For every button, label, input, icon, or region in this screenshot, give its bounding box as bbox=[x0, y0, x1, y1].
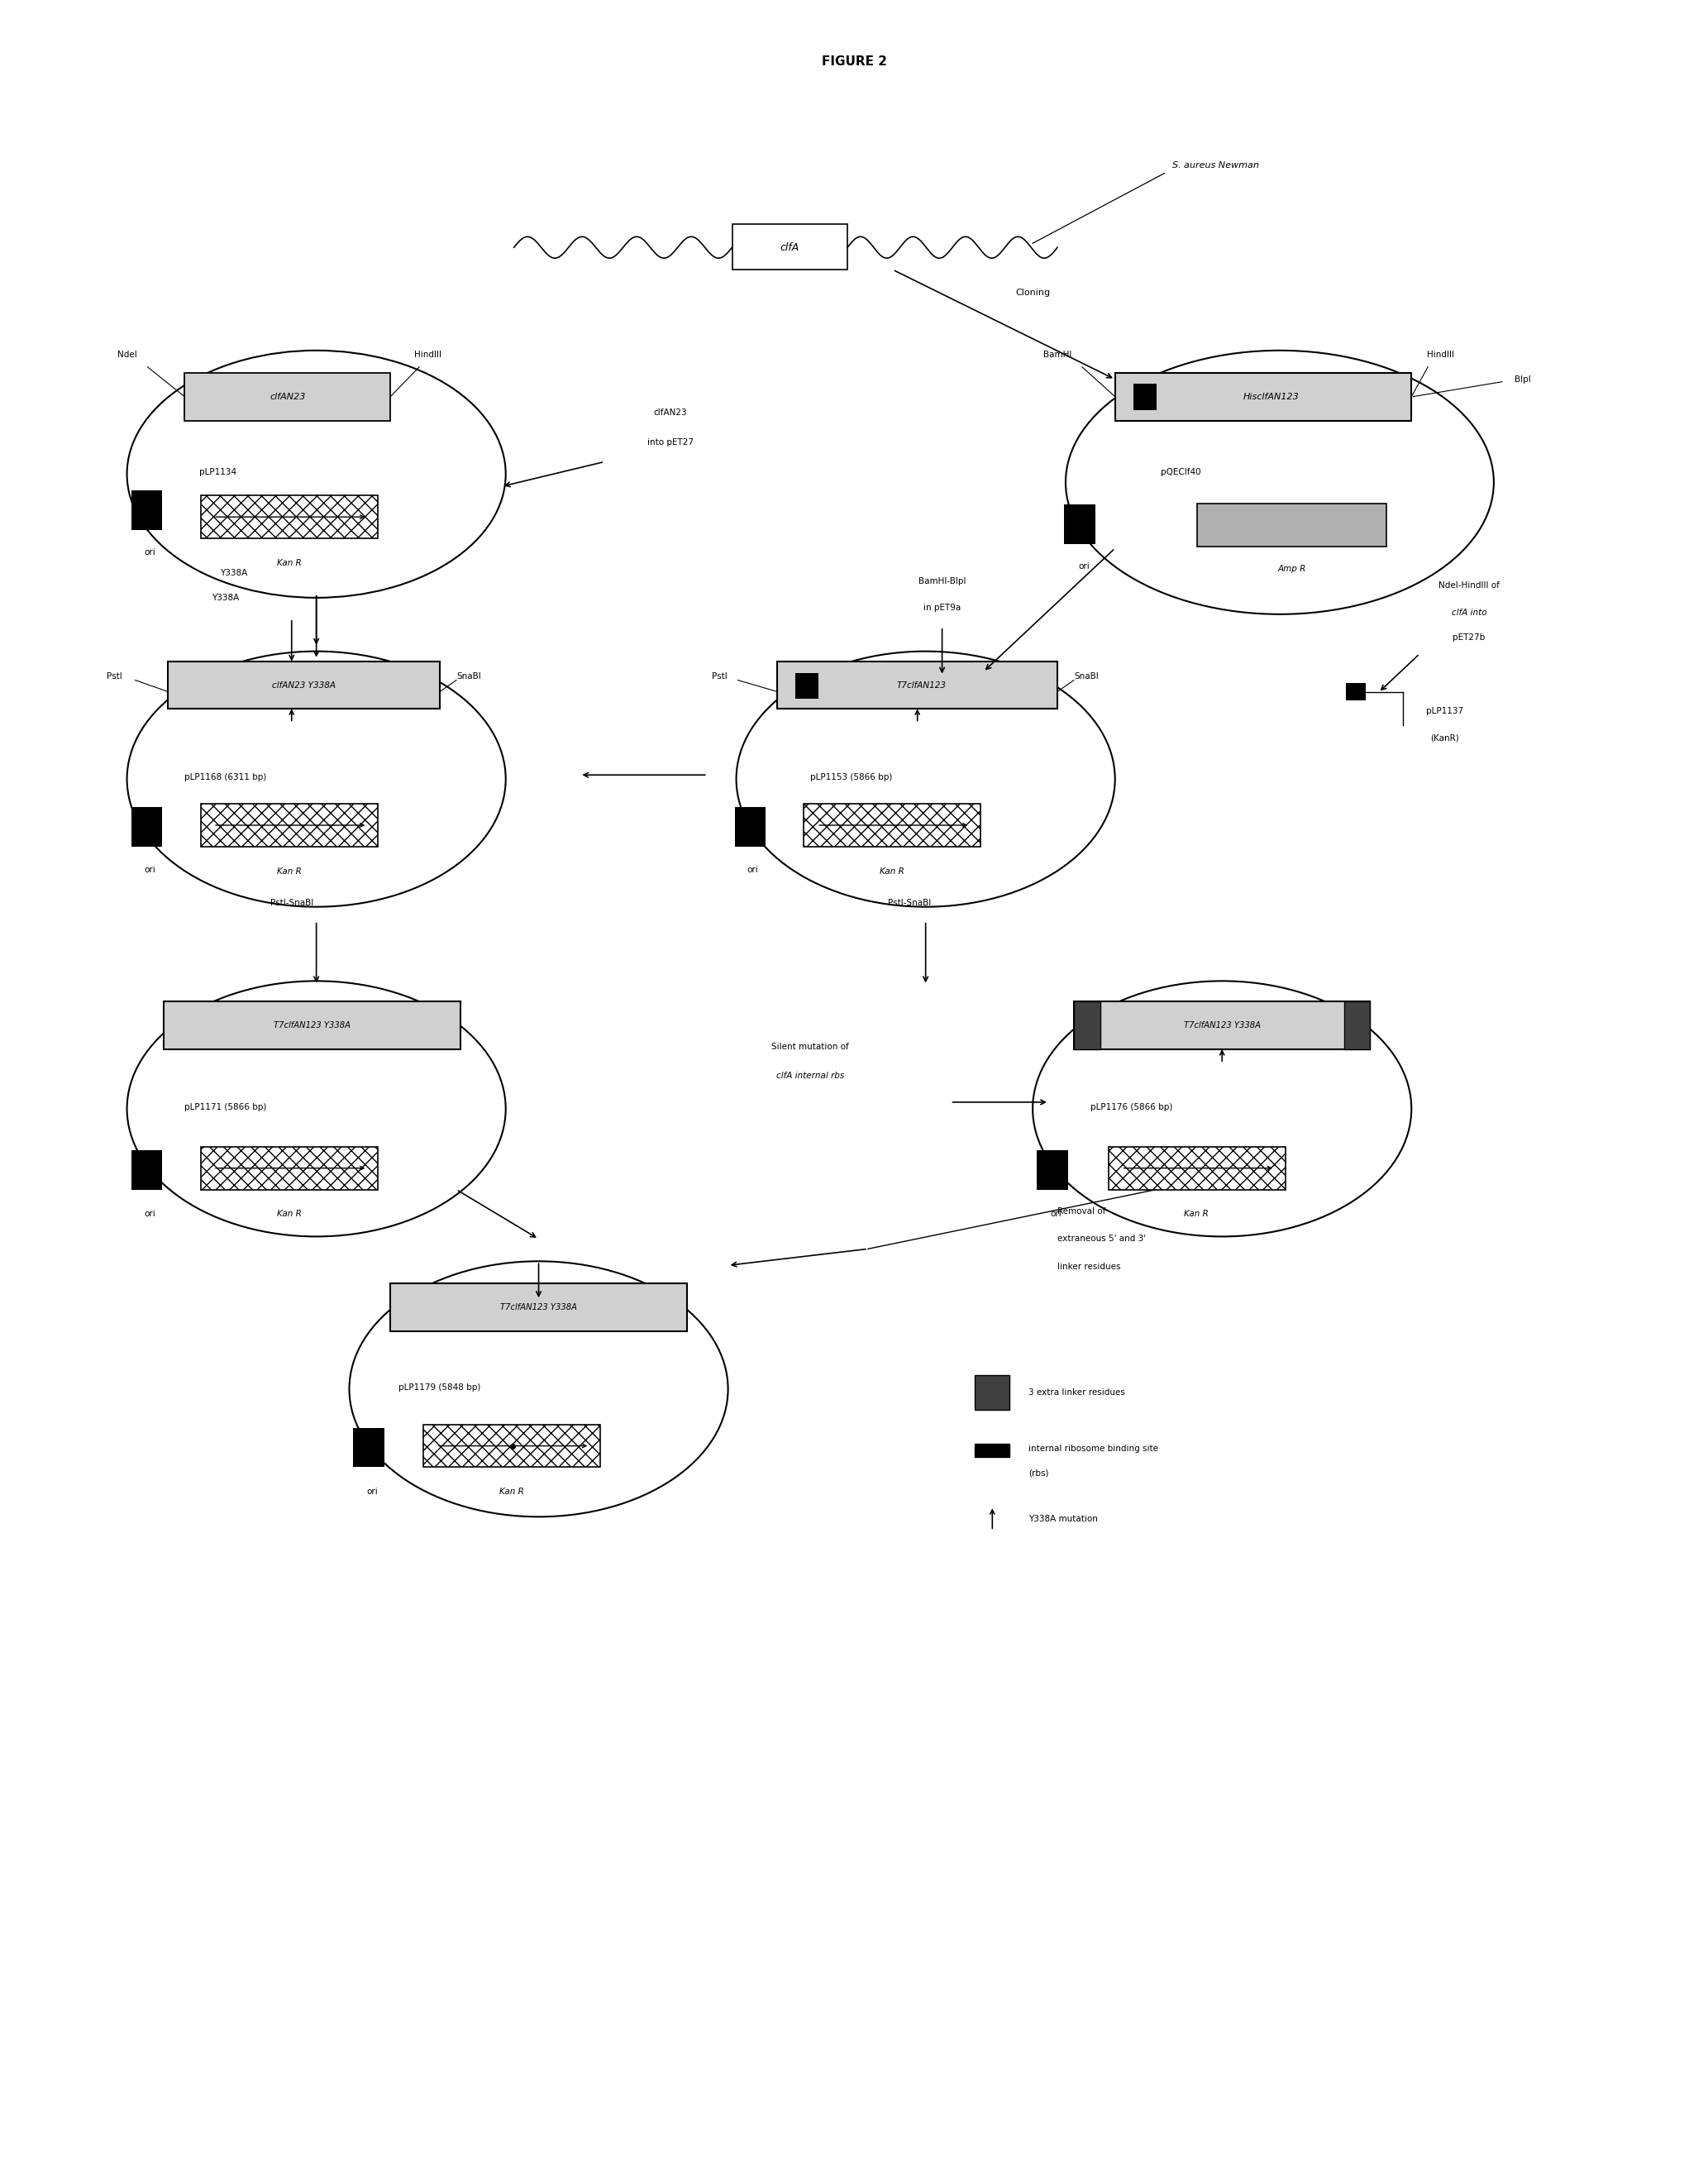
Text: internal ribosome binding site: internal ribosome binding site bbox=[1028, 1444, 1158, 1453]
Text: Kan R: Kan R bbox=[880, 868, 904, 877]
Text: BlpI: BlpI bbox=[1515, 376, 1530, 384]
Text: NdeI-HindIII of: NdeI-HindIII of bbox=[1438, 581, 1500, 589]
Text: HisclfAN123: HisclfAN123 bbox=[1243, 393, 1300, 402]
Text: ori: ori bbox=[143, 1211, 155, 1218]
Bar bbox=[975, 1444, 1009, 1457]
Bar bbox=[796, 674, 818, 700]
Bar bbox=[1074, 1002, 1370, 1049]
Text: S. aureus Newman: S. aureus Newman bbox=[1173, 162, 1259, 168]
Text: T7clfAN123 Y338A: T7clfAN123 Y338A bbox=[273, 1021, 350, 1030]
Bar bbox=[1064, 505, 1095, 544]
Text: SnaBI: SnaBI bbox=[456, 671, 482, 680]
Bar bbox=[132, 807, 162, 846]
Text: pQEClf40: pQEClf40 bbox=[1161, 469, 1201, 477]
Text: ori: ori bbox=[746, 866, 758, 874]
Text: Cloning: Cloning bbox=[1015, 289, 1050, 298]
Text: Kan R: Kan R bbox=[277, 868, 302, 877]
Text: 3 extra linker residues: 3 extra linker residues bbox=[1028, 1388, 1126, 1397]
Bar bbox=[804, 803, 980, 846]
Bar bbox=[391, 1282, 687, 1332]
Text: ori: ori bbox=[1050, 1211, 1061, 1218]
Text: clfAN23: clfAN23 bbox=[654, 408, 687, 417]
Bar bbox=[1132, 384, 1156, 410]
Bar bbox=[777, 661, 1057, 708]
Text: Amp R: Amp R bbox=[1278, 566, 1307, 572]
Bar bbox=[132, 490, 162, 531]
Text: (KanR): (KanR) bbox=[1430, 734, 1459, 743]
Bar bbox=[1344, 1002, 1370, 1049]
Text: pLP1134: pLP1134 bbox=[198, 469, 236, 477]
Text: in pET9a: in pET9a bbox=[924, 605, 962, 611]
Text: ori: ori bbox=[143, 548, 155, 557]
Text: T7clfAN123: T7clfAN123 bbox=[897, 680, 946, 689]
Bar bbox=[975, 1375, 1009, 1410]
Text: clfAN23 Y338A: clfAN23 Y338A bbox=[272, 680, 336, 689]
Bar bbox=[132, 1151, 162, 1190]
Bar bbox=[1037, 1151, 1068, 1190]
Text: pLP1153 (5866 bp): pLP1153 (5866 bp) bbox=[811, 773, 893, 782]
Text: ori: ori bbox=[1078, 561, 1090, 570]
Text: PstI-SnaBI: PstI-SnaBI bbox=[270, 898, 313, 907]
Text: pLP1168 (6311 bp): pLP1168 (6311 bp) bbox=[184, 773, 266, 782]
Bar bbox=[354, 1427, 384, 1468]
Text: NdeI: NdeI bbox=[118, 350, 137, 358]
Text: Kan R: Kan R bbox=[277, 1211, 302, 1218]
Text: clfA: clfA bbox=[781, 242, 799, 253]
Text: pLP1176 (5866 bp): pLP1176 (5866 bp) bbox=[1090, 1103, 1173, 1112]
Text: into pET27: into pET27 bbox=[647, 438, 693, 447]
Text: Y338A: Y338A bbox=[220, 568, 248, 576]
Text: pLP1137: pLP1137 bbox=[1426, 708, 1464, 715]
Bar bbox=[164, 1002, 461, 1049]
Text: T7clfAN123 Y338A: T7clfAN123 Y338A bbox=[500, 1304, 577, 1311]
Bar bbox=[1074, 1002, 1100, 1049]
Bar bbox=[184, 374, 391, 421]
Text: Kan R: Kan R bbox=[499, 1488, 524, 1496]
Text: PstI: PstI bbox=[712, 671, 728, 680]
Bar bbox=[1197, 503, 1387, 546]
Text: HindIII: HindIII bbox=[1426, 350, 1454, 358]
Text: Removal of: Removal of bbox=[1057, 1207, 1105, 1216]
Bar bbox=[733, 225, 847, 270]
Text: linker residues: linker residues bbox=[1057, 1263, 1120, 1272]
Bar bbox=[1108, 1146, 1286, 1190]
Text: SnaBI: SnaBI bbox=[1074, 671, 1098, 680]
Text: ori: ori bbox=[143, 866, 155, 874]
Text: pLP1179 (5848 bp): pLP1179 (5848 bp) bbox=[398, 1384, 482, 1393]
Text: Kan R: Kan R bbox=[277, 559, 302, 568]
Text: HindIII: HindIII bbox=[413, 350, 441, 358]
Text: Y338A mutation: Y338A mutation bbox=[1028, 1516, 1098, 1524]
Bar bbox=[1115, 374, 1411, 421]
Text: clfA internal rbs: clfA internal rbs bbox=[777, 1071, 844, 1080]
Bar bbox=[202, 497, 377, 538]
Text: Kan R: Kan R bbox=[1184, 1211, 1209, 1218]
Text: pET27b: pET27b bbox=[1454, 633, 1486, 641]
Text: clfAN23: clfAN23 bbox=[270, 393, 306, 402]
Text: (rbs): (rbs) bbox=[1028, 1468, 1049, 1477]
Text: T7clfAN123 Y338A: T7clfAN123 Y338A bbox=[1184, 1021, 1261, 1030]
Text: extraneous 5' and 3': extraneous 5' and 3' bbox=[1057, 1235, 1146, 1244]
Bar bbox=[167, 661, 441, 708]
Text: pLP1171 (5866 bp): pLP1171 (5866 bp) bbox=[184, 1103, 266, 1112]
Text: Silent mutation of: Silent mutation of bbox=[772, 1043, 849, 1051]
Bar bbox=[424, 1425, 601, 1468]
Bar bbox=[734, 807, 765, 846]
Text: Y338A: Y338A bbox=[212, 594, 239, 602]
Text: ori: ori bbox=[367, 1488, 377, 1496]
Text: FIGURE 2: FIGURE 2 bbox=[822, 56, 886, 69]
Bar bbox=[1346, 682, 1366, 702]
Text: BamHI-BlpI: BamHI-BlpI bbox=[919, 576, 965, 585]
Bar bbox=[202, 1146, 377, 1190]
Text: PstI-SnaBI: PstI-SnaBI bbox=[888, 898, 931, 907]
Text: BamHI: BamHI bbox=[1044, 350, 1071, 358]
Text: clfA into: clfA into bbox=[1452, 609, 1486, 617]
Text: PstI: PstI bbox=[108, 671, 123, 680]
Bar bbox=[202, 803, 377, 846]
